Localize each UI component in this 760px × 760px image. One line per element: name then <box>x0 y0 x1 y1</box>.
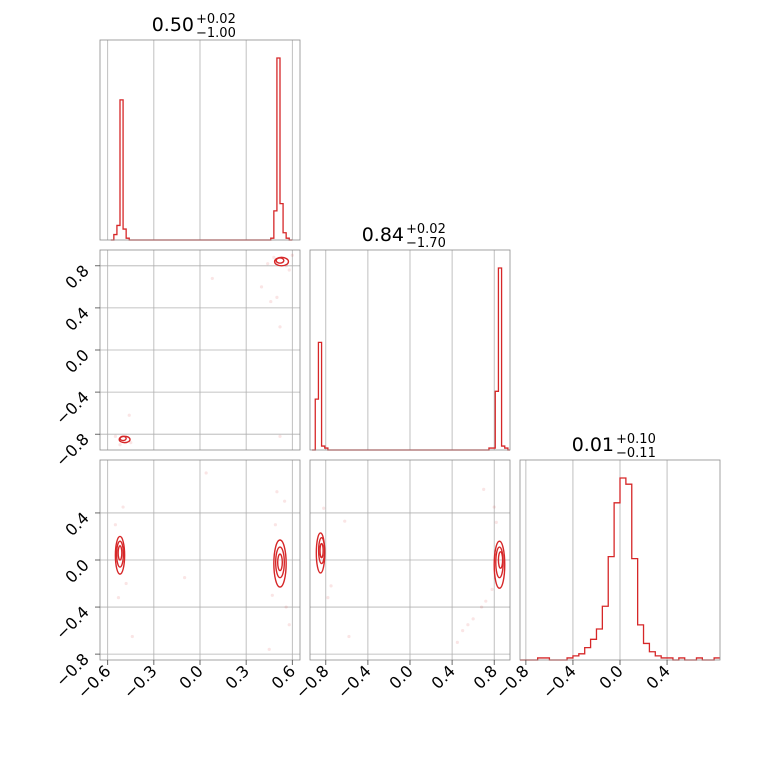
title-minus: −0.11 <box>616 446 656 461</box>
histogram-line <box>110 57 293 241</box>
title-minus: −1.70 <box>406 236 446 251</box>
sample-point <box>210 276 214 281</box>
histogram-line <box>312 267 510 451</box>
density-contour <box>493 540 506 589</box>
hist-panel-1: 0.84 +0.02−1.70 <box>309 222 511 451</box>
density-contour <box>315 532 326 574</box>
title-median: 0.01 <box>572 434 614 456</box>
x-tick-label: −0.4 <box>539 661 580 702</box>
sample-point <box>275 490 279 494</box>
sample-point <box>479 605 484 609</box>
sample-point <box>129 441 133 445</box>
y-tick-label: −0.8 <box>52 430 93 471</box>
sample-point <box>290 253 294 257</box>
sample-point <box>466 623 470 627</box>
x-tick-label: 0.0 <box>175 661 206 692</box>
y-tick-label: 0.0 <box>61 345 92 376</box>
joint-panel-2 <box>309 459 511 661</box>
y-tick-label: −0.4 <box>52 602 93 643</box>
title-median: 0.84 <box>362 224 404 246</box>
sample-point <box>287 623 291 627</box>
sample-point <box>287 268 291 272</box>
density-contour <box>274 546 286 579</box>
density-contour <box>273 539 287 588</box>
sample-point <box>278 434 282 438</box>
sample-point <box>343 519 347 523</box>
density-contour <box>319 542 324 559</box>
y-tick-label: −0.4 <box>52 387 93 428</box>
x-tick-label: −0.8 <box>292 661 333 702</box>
y-tick-label: 0.0 <box>61 555 92 586</box>
sample-point <box>269 299 273 304</box>
sample-point <box>124 581 128 586</box>
sample-point <box>482 487 486 492</box>
title-plus: +0.10 <box>616 432 656 447</box>
x-tick-label: −0.3 <box>120 661 161 702</box>
joint-panel-1 <box>99 459 301 661</box>
x-tick-label: 0.3 <box>222 661 253 692</box>
sample-point <box>113 434 117 438</box>
sample-point <box>471 617 475 621</box>
sample-point <box>113 523 117 527</box>
sample-point <box>347 634 351 639</box>
density-contour <box>115 540 125 568</box>
density-contour <box>276 553 284 572</box>
x-tick-label: 0.4 <box>428 661 459 692</box>
axes-frame <box>309 249 511 451</box>
sample-point <box>322 506 326 510</box>
title-plus: +0.02 <box>196 12 236 27</box>
sample-point <box>130 634 134 639</box>
y-tick-label: 0.4 <box>61 303 92 334</box>
axes-frame <box>99 39 301 241</box>
sample-point <box>278 325 282 329</box>
density-contour <box>273 256 290 267</box>
x-tick-label: −0.8 <box>492 661 533 702</box>
density-contour <box>114 535 126 575</box>
sample-point <box>492 505 496 509</box>
sample-point <box>127 413 131 417</box>
sample-point <box>267 647 271 652</box>
sample-point <box>270 593 274 597</box>
x-tick-label: −0.4 <box>334 661 375 702</box>
sample-point <box>461 628 465 633</box>
sample-point <box>204 471 208 475</box>
x-tick-label: 0.0 <box>385 661 416 692</box>
sample-point <box>455 640 459 644</box>
density-contour <box>495 546 504 579</box>
sample-point <box>116 596 121 600</box>
sample-point <box>329 584 333 588</box>
hist-panel-0: 0.50 +0.02−1.00 <box>99 12 301 241</box>
title-minus: −1.00 <box>196 26 236 41</box>
sample-point <box>272 255 276 259</box>
title-plus: +0.02 <box>406 222 446 237</box>
sample-point <box>121 505 125 509</box>
sample-point <box>273 523 277 527</box>
sample-point <box>326 596 330 600</box>
hist-panel-2: 0.01 +0.10−0.11 <box>519 432 721 661</box>
title-median: 0.50 <box>152 14 194 36</box>
x-tick-label: 0.0 <box>595 661 626 692</box>
sample-point <box>494 520 498 524</box>
sample-point <box>266 262 270 266</box>
density-contour <box>118 435 131 444</box>
sample-point <box>284 605 288 609</box>
x-tick-label: 0.4 <box>642 661 673 692</box>
y-tick-label: 0.4 <box>61 508 92 539</box>
sample-point <box>275 295 279 299</box>
sample-point <box>259 285 264 289</box>
sample-point <box>183 576 187 580</box>
y-tick-label: 0.8 <box>61 261 92 292</box>
joint-panel-0 <box>99 249 301 451</box>
sample-point <box>118 443 122 447</box>
density-contour <box>117 545 123 561</box>
sample-point <box>484 599 488 603</box>
sample-point <box>283 499 287 503</box>
sample-point <box>490 587 494 592</box>
